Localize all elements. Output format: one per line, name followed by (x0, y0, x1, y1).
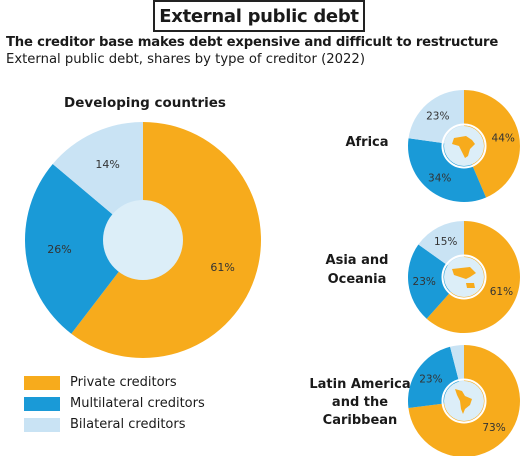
latin-america-label-private: 73% (482, 422, 505, 434)
africa-center-ring (441, 123, 487, 169)
asia-oceania-label-private: 61% (490, 286, 513, 298)
developing-countries-label-bilateral: 14% (95, 158, 119, 171)
developing-countries-label-multilateral: 26% (47, 243, 71, 256)
latin-america-label-multilateral: 23% (419, 373, 442, 385)
asia-oceania-center-ring (441, 254, 487, 300)
asia-oceania-title-line-1: Oceania (328, 272, 387, 287)
developing-countries-label-private: 61% (210, 261, 234, 274)
asia-oceania-title-line-0: Asia and (326, 253, 389, 268)
legend-item-bilateral: Bilateral creditors (24, 414, 205, 435)
latin-america-center-ring (441, 378, 487, 424)
legend-swatch-bilateral (24, 417, 60, 432)
africa-slice-private (464, 90, 520, 198)
asia-oceania-map-icon (452, 267, 476, 288)
africa-label-bilateral: 23% (426, 111, 449, 123)
latin-america-title-line-0: Latin America (309, 377, 410, 392)
legend: Private creditors Multilateral creditors… (24, 372, 205, 435)
asia-oceania-slice-multilateral (408, 244, 464, 319)
page-title: External public debt (159, 5, 359, 27)
legend-swatch-private (24, 375, 60, 390)
asia-oceania-label-bilateral: 15% (434, 236, 457, 248)
africa-title-line-0: Africa (345, 135, 388, 150)
chart-headline: The creditor base makes debt expensive a… (6, 35, 499, 50)
legend-label-private: Private creditors (70, 375, 177, 390)
developing-countries-slice-multilateral (24, 163, 143, 334)
developing-countries-center-hole (103, 200, 183, 280)
latin-america-title-line-1: and the (332, 395, 388, 410)
africa-map-icon (452, 136, 475, 158)
latin-america-map-icon (455, 389, 472, 414)
chart-subtitle: External public debt, shares by type of … (6, 52, 365, 67)
legend-item-private: Private creditors (24, 372, 205, 393)
legend-label-multilateral: Multilateral creditors (70, 396, 205, 411)
legend-swatch-multilateral (24, 396, 60, 411)
latin-america-title-line-2: Caribbean (323, 413, 398, 428)
developing-countries-title-line-0: Developing countries (64, 95, 226, 111)
africa-label-multilateral: 34% (428, 173, 451, 185)
asia-oceania-label-multilateral: 23% (413, 276, 436, 288)
legend-item-multilateral: Multilateral creditors (24, 393, 205, 414)
africa-label-private: 44% (492, 133, 515, 145)
page-title-box: External public debt (153, 0, 365, 32)
legend-label-bilateral: Bilateral creditors (70, 417, 186, 432)
